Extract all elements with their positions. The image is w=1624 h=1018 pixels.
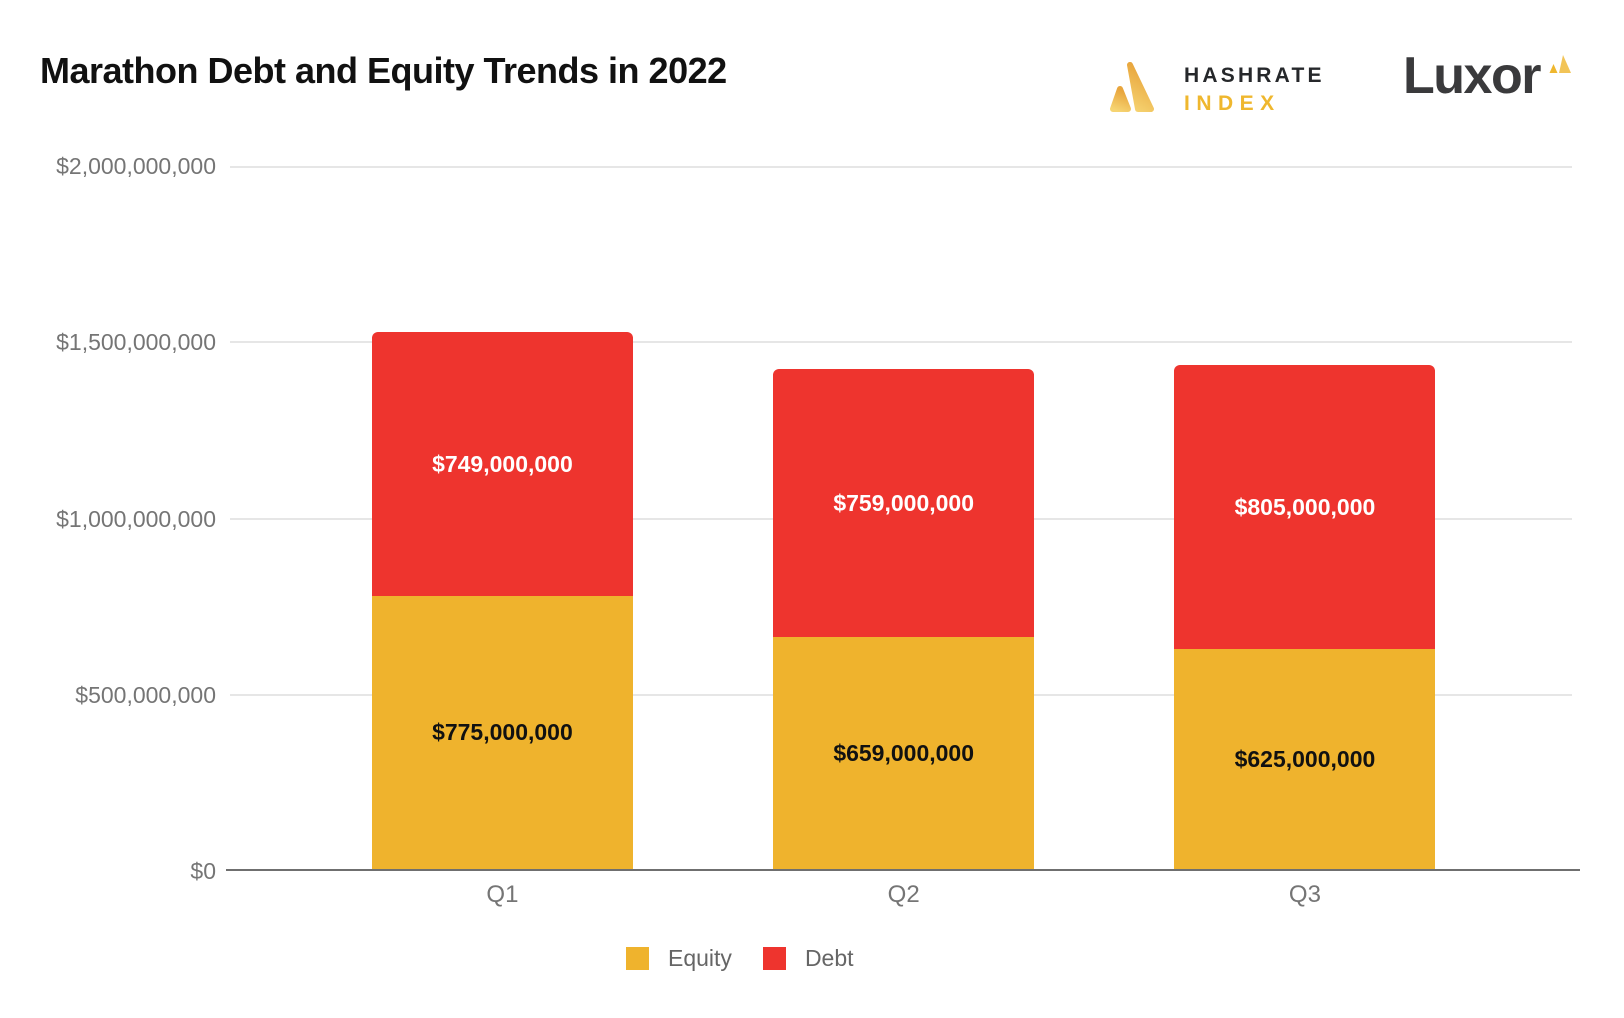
q1-equity-value-label: $775,000,000 — [432, 719, 573, 745]
legend-label-debt: Debt — [804, 945, 854, 971]
legend-item-debt: Debt — [762, 945, 854, 971]
index-text: INDEX — [1184, 92, 1281, 115]
y-tick-label-3: $1,500,000,000 — [56, 329, 216, 356]
hashrate-index-wordmark: HASHRATE INDEX — [1184, 62, 1325, 118]
page-title: Marathon Debt and Equity Trends in 2022 — [40, 50, 727, 91]
luxor-wordmark: Luxor — [1403, 47, 1541, 105]
q2-equity-segment[interactable]: $659,000,000 — [773, 637, 1035, 869]
bar-q1[interactable]: $749,000,000 $775,000,000 — [371, 332, 633, 869]
legend-label-equity: Equity — [668, 945, 732, 971]
y-tick-label-0: $0 — [190, 858, 216, 884]
equity-swatch-icon — [626, 946, 649, 970]
q1-debt-value-label: $749,000,000 — [432, 450, 573, 477]
x-axis: Q1 Q2 Q3 — [230, 880, 1572, 912]
x-tick-label-q1: Q1 — [486, 881, 519, 908]
q1-equity-segment[interactable]: $775,000,000 — [371, 596, 633, 869]
hashrate-index-triangles-icon — [1108, 60, 1162, 119]
plot-area: $749,000,000 $775,000,000 $759,000,000 $659… — [226, 166, 1580, 871]
luxor-triangles-icon — [1548, 53, 1575, 81]
hashrate-index-logo: HASHRATE INDEX — [1108, 60, 1325, 119]
q2-debt-value-label: $759,000,000 — [833, 489, 975, 516]
legend: Equity Debt — [626, 945, 854, 971]
q3-equity-segment[interactable]: $625,000,000 — [1174, 649, 1436, 869]
hashrate-text: HASHRATE — [1184, 64, 1325, 87]
q2-debt-segment[interactable]: $759,000,000 — [773, 369, 1035, 637]
y-tick-label-2: $1,000,000,000 — [56, 505, 216, 532]
bar-q3[interactable]: $805,000,000 $625,000,000 — [1174, 365, 1436, 869]
x-tick-label-q2: Q2 — [887, 881, 920, 908]
q3-equity-value-label: $625,000,000 — [1234, 745, 1376, 772]
q3-debt-segment[interactable]: $805,000,000 — [1174, 365, 1436, 649]
luxor-logo: Luxor — [1403, 48, 1575, 104]
gridline-4 — [230, 166, 1572, 168]
gridline-3 — [230, 341, 1572, 344]
debt-swatch-icon — [762, 946, 786, 970]
q3-debt-value-label: $805,000,000 — [1234, 493, 1376, 520]
legend-item-equity: Equity — [626, 945, 732, 971]
x-tick-label-q3: Q3 — [1288, 881, 1321, 908]
bar-q2[interactable]: $759,000,000 $659,000,000 — [773, 369, 1035, 869]
q1-debt-segment[interactable]: $749,000,000 — [371, 332, 633, 596]
q2-equity-value-label: $659,000,000 — [833, 739, 975, 766]
x-axis-baseline — [226, 869, 1580, 871]
y-tick-label-4: $2,000,000,000 — [56, 153, 216, 179]
y-tick-label-1: $500,000,000 — [75, 681, 216, 708]
